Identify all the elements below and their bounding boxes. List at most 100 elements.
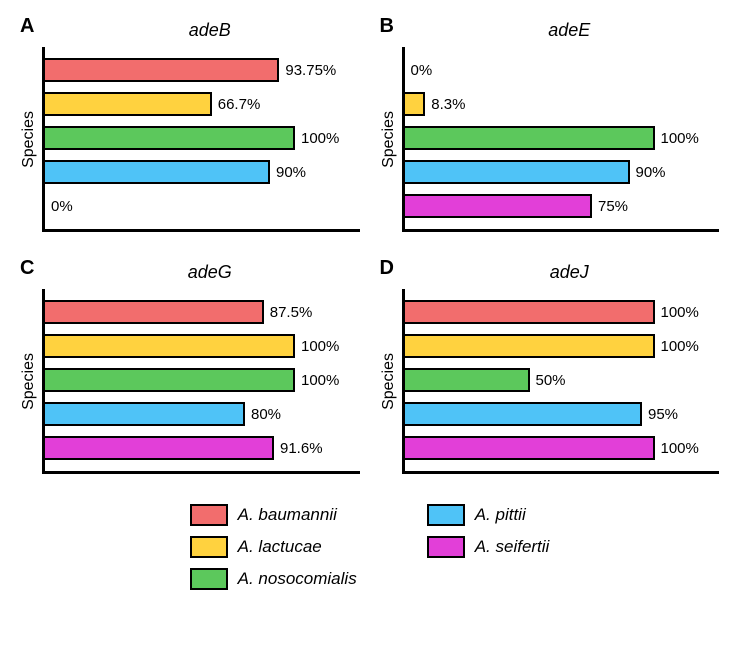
- bar-row: 0%: [405, 57, 720, 83]
- legend-item-seifertii: A. seifertii: [427, 536, 550, 558]
- legend-swatch: [190, 504, 228, 526]
- chart-wrap: Species 87.5% 100% 100% 80% 91.6%: [20, 289, 360, 474]
- panel-title: adeE: [420, 20, 720, 41]
- bar-value-label: 66.7%: [218, 96, 261, 113]
- bar-value-label: 93.75%: [285, 62, 336, 79]
- bar-value-label: 91.6%: [280, 440, 323, 457]
- bar-lactucae: [405, 334, 655, 358]
- bar-row: 80%: [45, 401, 360, 427]
- legend-item-baumannii: A. baumannii: [190, 504, 357, 526]
- legend-swatch: [427, 504, 465, 526]
- bar-nosocomialis: [45, 126, 295, 150]
- bar-pittii: [405, 402, 643, 426]
- legend-item-lactucae: A. lactucae: [190, 536, 357, 558]
- legend-label: A. lactucae: [238, 537, 322, 557]
- bar-row: 95%: [405, 401, 720, 427]
- bar-pittii: [45, 402, 245, 426]
- y-axis-label: Species: [380, 353, 398, 410]
- bar-seifertii: [405, 436, 655, 460]
- legend-label: A. seifertii: [475, 537, 550, 557]
- bar-value-label: 100%: [661, 304, 699, 321]
- legend-label: A. nosocomialis: [238, 569, 357, 589]
- bar-row: 100%: [45, 333, 360, 359]
- chart-area: 0% 8.3% 100% 90% 75%: [402, 47, 720, 232]
- legend-swatch: [427, 536, 465, 558]
- legend-item-nosocomialis: A. nosocomialis: [190, 568, 357, 590]
- bar-value-label: 0%: [411, 62, 433, 79]
- panel-A: AadeBSpecies93.75%66.7%100%90%0%: [20, 20, 360, 232]
- legend-item-pittii: A. pittii: [427, 504, 550, 526]
- bar-baumannii: [45, 300, 264, 324]
- bar-row: 100%: [405, 299, 720, 325]
- bar-value-label: 100%: [301, 130, 339, 147]
- bar-pittii: [405, 160, 630, 184]
- chart-area: 100% 100% 50% 95% 100%: [402, 289, 720, 474]
- panel-letter: C: [20, 257, 34, 280]
- panel-title: adeG: [60, 262, 360, 283]
- chart-area: 93.75% 66.7% 100% 90% 0%: [42, 47, 360, 232]
- bar-row: 8.3%: [405, 91, 720, 117]
- bar-baumannii: [45, 58, 279, 82]
- legend-column: A. pittii A. seifertii: [427, 504, 550, 590]
- bar-seifertii: [405, 194, 593, 218]
- bar-row: 75%: [405, 193, 720, 219]
- y-axis-label: Species: [20, 111, 38, 168]
- panel-letter: D: [380, 257, 394, 280]
- bar-row: 87.5%: [45, 299, 360, 325]
- bar-value-label: 90%: [276, 164, 306, 181]
- bar-row: 66.7%: [45, 91, 360, 117]
- bar-row: 100%: [45, 125, 360, 151]
- bar-lactucae: [405, 92, 426, 116]
- bar-lactucae: [45, 334, 295, 358]
- y-axis-label: Species: [20, 353, 38, 410]
- bar-row: 100%: [405, 125, 720, 151]
- panel-C: CadeGSpecies87.5%100%100%80%91.6%: [20, 262, 360, 474]
- panel-title: adeB: [60, 20, 360, 41]
- bar-nosocomialis: [405, 126, 655, 150]
- bar-value-label: 100%: [661, 130, 699, 147]
- bar-row: 100%: [45, 367, 360, 393]
- bar-value-label: 80%: [251, 406, 281, 423]
- bar-nosocomialis: [45, 368, 295, 392]
- legend: A. baumanniiA. lactucaeA. nosocomialisA.…: [20, 504, 719, 590]
- bar-value-label: 90%: [636, 164, 666, 181]
- bar-value-label: 87.5%: [270, 304, 313, 321]
- panel-D: DadeJSpecies100%100%50%95%100%: [380, 262, 720, 474]
- bar-value-label: 100%: [301, 338, 339, 355]
- bar-row: 100%: [405, 333, 720, 359]
- bar-row: 91.6%: [45, 435, 360, 461]
- bar-row: 0%: [45, 193, 360, 219]
- legend-swatch: [190, 568, 228, 590]
- bar-row: 100%: [405, 435, 720, 461]
- bar-baumannii: [405, 300, 655, 324]
- bar-nosocomialis: [405, 368, 530, 392]
- bar-row: 90%: [405, 159, 720, 185]
- panel-title: adeJ: [420, 262, 720, 283]
- bar-value-label: 50%: [536, 372, 566, 389]
- panel-B: BadeESpecies0%8.3%100%90%75%: [380, 20, 720, 232]
- bar-row: 90%: [45, 159, 360, 185]
- panel-grid: AadeBSpecies93.75%66.7%100%90%0%BadeESpe…: [20, 20, 719, 474]
- legend-column: A. baumannii A. lactucae A. nosocomialis: [190, 504, 357, 590]
- bar-value-label: 0%: [51, 198, 73, 215]
- bar-value-label: 75%: [598, 198, 628, 215]
- legend-swatch: [190, 536, 228, 558]
- y-axis-label: Species: [380, 111, 398, 168]
- bar-lactucae: [45, 92, 212, 116]
- bar-value-label: 100%: [661, 440, 699, 457]
- chart-area: 87.5% 100% 100% 80% 91.6%: [42, 289, 360, 474]
- bar-pittii: [45, 160, 270, 184]
- bar-value-label: 95%: [648, 406, 678, 423]
- chart-wrap: Species 0% 8.3% 100% 90% 75%: [380, 47, 720, 232]
- bar-value-label: 100%: [661, 338, 699, 355]
- bar-value-label: 8.3%: [431, 96, 465, 113]
- bar-row: 93.75%: [45, 57, 360, 83]
- legend-label: A. baumannii: [238, 505, 337, 525]
- legend-label: A. pittii: [475, 505, 526, 525]
- bar-seifertii: [45, 436, 274, 460]
- chart-wrap: Species 100% 100% 50% 95% 100%: [380, 289, 720, 474]
- panel-letter: B: [380, 15, 394, 38]
- bar-value-label: 100%: [301, 372, 339, 389]
- bar-row: 50%: [405, 367, 720, 393]
- chart-wrap: Species 93.75% 66.7% 100% 90% 0%: [20, 47, 360, 232]
